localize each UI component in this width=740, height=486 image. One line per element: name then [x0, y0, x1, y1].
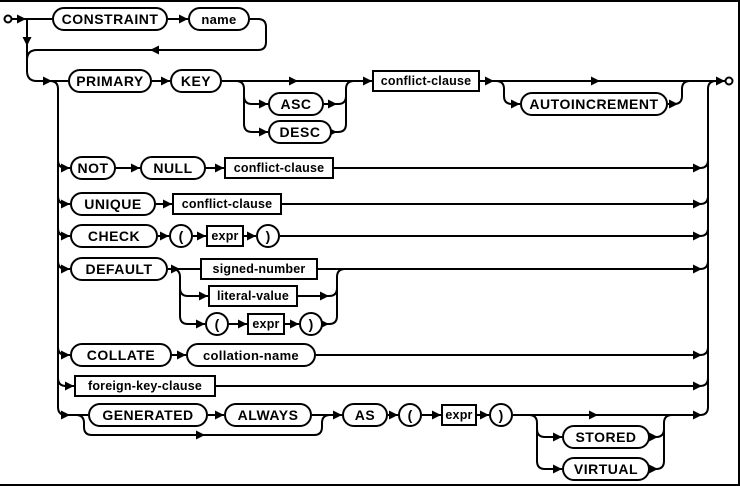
keyword-key: KEY — [170, 69, 222, 93]
rparen-generated: ) — [489, 403, 513, 427]
ref-conflict-clause-notnull[interactable]: conflict-clause — [224, 157, 334, 179]
keyword-desc: DESC — [268, 120, 332, 144]
row-unique-wires — [156, 195, 709, 209]
ref-literal-value[interactable]: literal-value — [208, 285, 298, 307]
ref-expr-default[interactable]: expr — [247, 313, 285, 335]
rparen-default: ) — [299, 312, 323, 336]
left-branch-wires — [49, 80, 88, 420]
row-not-null-wires — [116, 159, 709, 173]
ref-signed-number[interactable]: signed-number — [200, 258, 318, 280]
lparen-default: ( — [205, 312, 229, 336]
row-default-wires — [168, 260, 709, 329]
keyword-generated: GENERATED — [88, 403, 208, 427]
lparen-check: ( — [169, 224, 193, 248]
keyword-stored: STORED — [562, 425, 650, 449]
keyword-primary: PRIMARY — [68, 69, 152, 93]
row-collate-wires — [172, 346, 709, 360]
row-foreign-key-wires — [216, 377, 709, 391]
keyword-unique: UNIQUE — [70, 192, 156, 216]
token-name: name — [188, 7, 250, 31]
keyword-not: NOT — [70, 156, 116, 180]
keyword-virtual: VIRTUAL — [562, 457, 650, 481]
end-terminal — [724, 76, 734, 86]
rparen-check: ) — [256, 224, 280, 248]
keyword-as: AS — [342, 403, 388, 427]
row-generated-wires — [75, 406, 709, 474]
row-check-wires — [158, 227, 709, 241]
keyword-collate: COLLATE — [70, 343, 172, 367]
keyword-null: NULL — [140, 156, 206, 180]
token-collation-name: collation-name — [186, 343, 316, 367]
keyword-always: ALWAYS — [224, 403, 312, 427]
ref-expr-generated[interactable]: expr — [441, 404, 477, 426]
ref-foreign-key-clause[interactable]: foreign-key-clause — [74, 375, 216, 397]
keyword-autoincrement: AUTOINCREMENT — [520, 92, 668, 116]
ref-expr-check[interactable]: expr — [206, 225, 244, 247]
ref-conflict-clause-primary[interactable]: conflict-clause — [372, 70, 480, 92]
keyword-constraint: CONSTRAINT — [52, 7, 168, 31]
keyword-check: CHECK — [70, 224, 158, 248]
start-terminal — [3, 14, 13, 24]
row-constraint-wires — [12, 14, 267, 86]
keyword-default: DEFAULT — [70, 257, 168, 281]
keyword-asc: ASC — [268, 92, 324, 116]
ref-conflict-clause-unique[interactable]: conflict-clause — [172, 193, 282, 215]
lparen-generated: ( — [398, 403, 422, 427]
